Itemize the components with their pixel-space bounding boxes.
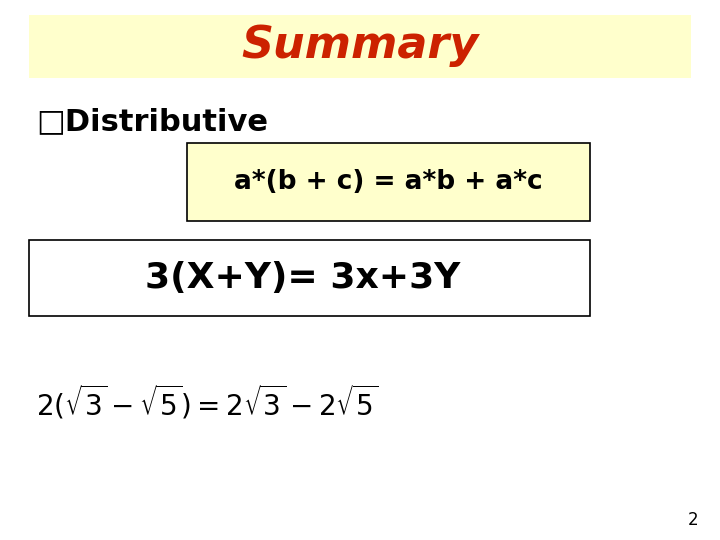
FancyBboxPatch shape [29,240,590,316]
Text: □Distributive: □Distributive [36,107,268,136]
FancyBboxPatch shape [187,143,590,221]
Text: 3(X+Y)= 3x+3Y: 3(X+Y)= 3x+3Y [145,261,460,295]
FancyBboxPatch shape [29,15,691,78]
Text: 2: 2 [688,511,698,529]
Text: $2(\sqrt{3} - \sqrt{5}) = 2\sqrt{3} - 2\sqrt{5}$: $2(\sqrt{3} - \sqrt{5}) = 2\sqrt{3} - 2\… [36,383,379,422]
Text: a*(b + c) = a*b + a*c: a*(b + c) = a*b + a*c [235,169,543,195]
Text: Summary: Summary [241,24,479,68]
